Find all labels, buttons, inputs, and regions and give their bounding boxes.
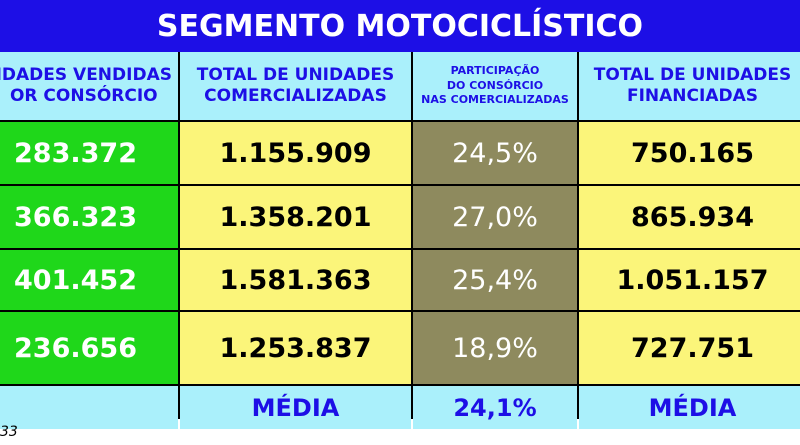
footer-media-label-2: MÉDIA bbox=[579, 386, 800, 429]
cell-participacao-row2: 27,0% bbox=[413, 186, 577, 248]
footer-blank bbox=[0, 386, 178, 429]
cell-financiadas-row3: 1.051.157 bbox=[579, 250, 800, 310]
cell-financiadas-row4: 727.751 bbox=[579, 312, 800, 384]
header-participacao-line1: PARTICIPAÇÃO bbox=[450, 63, 540, 77]
cell-comercializadas-row4: 1.253.837 bbox=[180, 312, 411, 384]
cell-financiadas-row2: 865.934 bbox=[579, 186, 800, 248]
data-table: IDADES VENDIDAS OR CONSÓRCIO TOTAL DE UN… bbox=[0, 52, 800, 429]
footer-media-label-1: MÉDIA bbox=[180, 386, 411, 429]
header-consorcio-line2: OR CONSÓRCIO bbox=[9, 86, 158, 106]
header-participacao-line3: NAS COMERCIALIZADAS bbox=[421, 93, 569, 107]
header-comercializadas-line2: COMERCIALIZADAS bbox=[204, 86, 387, 106]
cell-financiadas-row1: 750.165 bbox=[579, 122, 800, 184]
cell-participacao-row3: 25,4% bbox=[413, 250, 577, 310]
header-financiadas-line1: TOTAL DE UNIDADES bbox=[593, 64, 792, 85]
header-comercializadas: TOTAL DE UNIDADES COMERCIALIZADAS bbox=[180, 52, 411, 120]
header-consorcio: IDADES VENDIDAS OR CONSÓRCIO bbox=[0, 52, 178, 120]
footer-media-value: 24,1% bbox=[413, 386, 577, 429]
header-financiadas-line2: FINANCIADAS bbox=[626, 86, 759, 106]
cell-consorcio-row4: 236.656 bbox=[0, 312, 178, 384]
header-financiadas: TOTAL DE UNIDADES FINANCIADAS bbox=[579, 52, 800, 120]
cell-comercializadas-row1: 1.155.909 bbox=[180, 122, 411, 184]
header-comercializadas-line1: TOTAL DE UNIDADES bbox=[196, 64, 395, 85]
footnote: 33 bbox=[0, 424, 18, 440]
cell-consorcio-row2: 366.323 bbox=[0, 186, 178, 248]
cell-comercializadas-row3: 1.581.363 bbox=[180, 250, 411, 310]
cell-consorcio-row3: 401.452 bbox=[0, 250, 178, 310]
header-consorcio-line1: IDADES VENDIDAS bbox=[0, 64, 172, 85]
table-title: SEGMENTO MOTOCICLÍSTICO bbox=[0, 0, 800, 52]
cell-participacao-row4: 18,9% bbox=[413, 312, 577, 384]
cell-consorcio-row1: 283.372 bbox=[0, 122, 178, 184]
header-participacao: PARTICIPAÇÃO DO CONSÓRCIO NAS COMERCIALI… bbox=[413, 52, 577, 120]
cell-participacao-row1: 24,5% bbox=[413, 122, 577, 184]
cell-comercializadas-row2: 1.358.201 bbox=[180, 186, 411, 248]
header-participacao-line2: DO CONSÓRCIO bbox=[446, 78, 544, 92]
